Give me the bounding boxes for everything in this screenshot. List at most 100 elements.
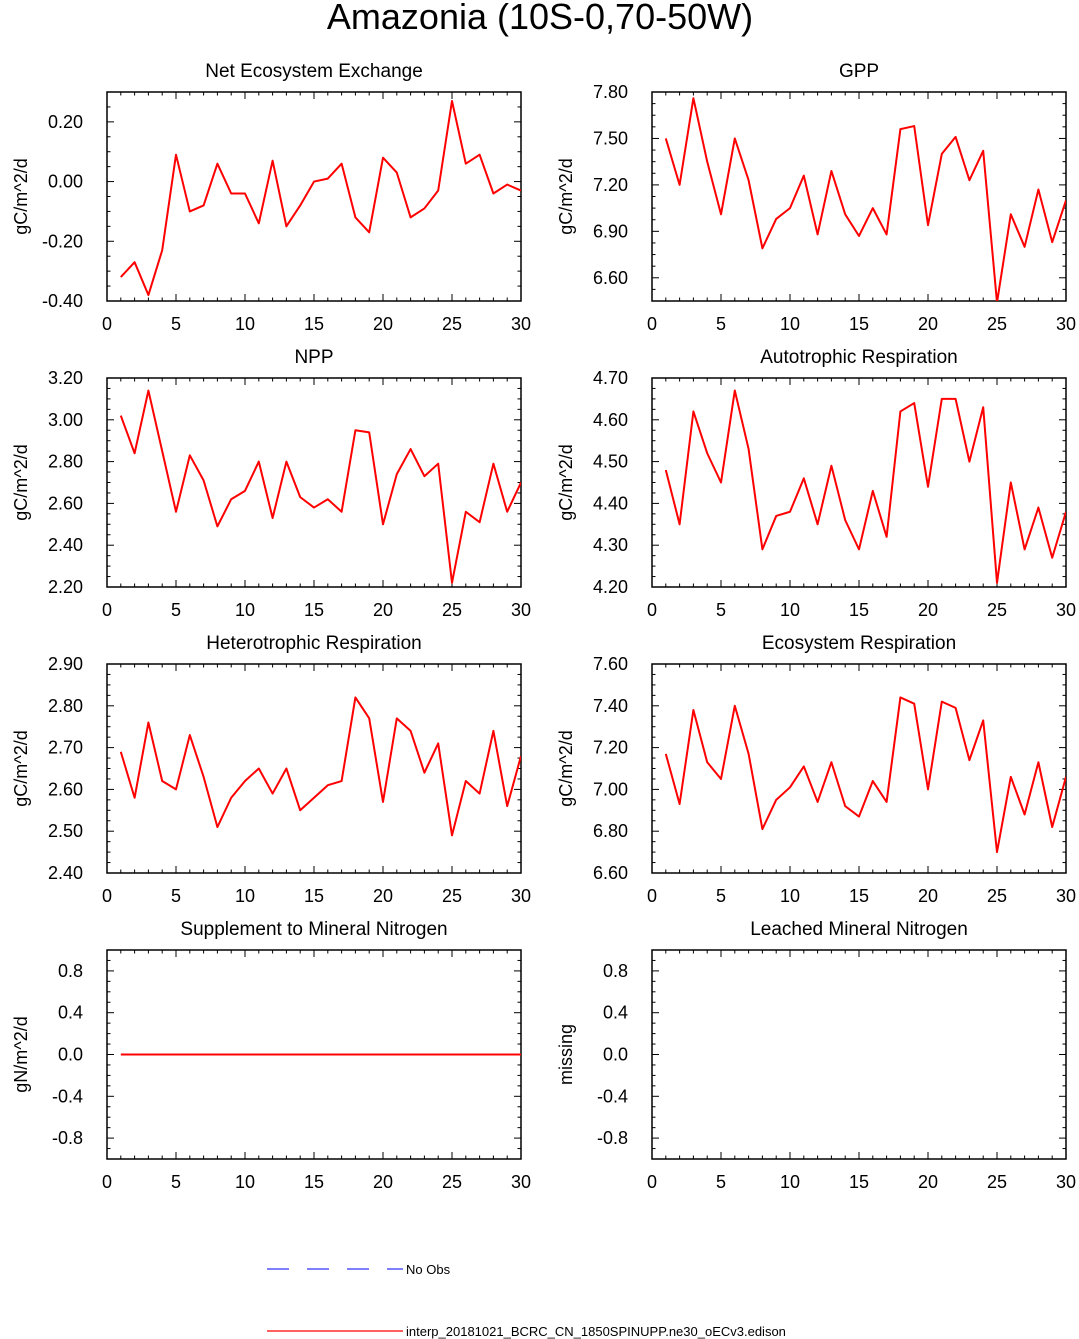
x-tick-label: 15 [849, 886, 869, 906]
y-tick-label: 2.90 [48, 654, 83, 674]
x-tick-label: 10 [235, 886, 255, 906]
x-tick-label: 5 [171, 314, 181, 334]
x-tick-label: 15 [304, 600, 324, 620]
series-line [120, 99, 521, 297]
x-tick-label: 30 [1056, 314, 1076, 334]
y-axis-label: gC/m^2/d [11, 158, 31, 234]
y-axis-label: missing [556, 1024, 576, 1085]
series-line [119, 389, 521, 584]
panel-title: Autotrophic Respiration [760, 347, 958, 368]
y-tick-label: -0.4 [52, 1086, 83, 1106]
y-tick-label: 0.00 [48, 172, 83, 192]
y-tick-label: -0.8 [52, 1128, 83, 1148]
x-tick-label: 25 [442, 314, 462, 334]
x-tick-label: 20 [373, 600, 393, 620]
chart-panel: NPP gC/m^2/d 0 5 10 15 20 25 30 2.20 2.40 2.60 2.80 3… [11, 347, 531, 620]
x-tick-label: 5 [716, 600, 726, 620]
y-axis-label: gN/m^2/d [11, 1016, 31, 1092]
x-tick-label: 20 [373, 1172, 393, 1192]
y-tick-label: 2.80 [48, 452, 83, 472]
x-tick-label: 30 [511, 600, 531, 620]
x-tick-label: 30 [1056, 1172, 1076, 1192]
y-axis-label: gC/m^2/d [11, 444, 31, 520]
y-axis-label: gC/m^2/d [556, 444, 576, 520]
y-tick-label: 2.60 [48, 779, 83, 799]
y-tick-label: 0.8 [603, 961, 628, 981]
x-tick-label: 15 [304, 1172, 324, 1192]
panel-title: Net Ecosystem Exchange [205, 61, 423, 82]
y-tick-label: 3.00 [48, 410, 83, 430]
y-tick-label: 7.60 [593, 654, 628, 674]
y-tick-label: 7.50 [593, 128, 628, 148]
y-tick-label: 2.70 [48, 738, 83, 758]
x-tick-label: 5 [716, 314, 726, 334]
x-tick-label: 10 [235, 1172, 255, 1192]
x-tick-label: 0 [647, 600, 657, 620]
x-tick-label: 0 [647, 314, 657, 334]
x-tick-label: 30 [511, 314, 531, 334]
x-tick-label: 10 [780, 600, 800, 620]
y-tick-label: 2.40 [48, 863, 83, 883]
y-tick-label: 0.4 [603, 1003, 628, 1023]
legend: No Obs interp_20181021_BCRC_CN_1850SPINU… [267, 1262, 786, 1339]
panel-title: NPP [294, 347, 333, 368]
y-tick-label: 7.80 [593, 82, 628, 102]
y-tick-label: -0.20 [42, 231, 83, 251]
x-tick-label: 5 [716, 886, 726, 906]
plot-frame [651, 91, 1067, 302]
y-tick-label: 2.60 [48, 493, 83, 513]
y-tick-label: 7.40 [593, 696, 628, 716]
panel-title: Leached Mineral Nitrogen [750, 919, 968, 940]
y-tick-label: 4.50 [593, 452, 628, 472]
y-tick-label: 4.30 [593, 535, 628, 555]
y-axis-label: gC/m^2/d [556, 730, 576, 806]
y-tick-label: 4.70 [593, 368, 628, 388]
y-tick-label: 0.0 [603, 1045, 628, 1065]
x-tick-label: 0 [102, 1172, 112, 1192]
x-tick-label: 25 [987, 1172, 1007, 1192]
x-tick-label: 25 [442, 1172, 462, 1192]
x-tick-label: 15 [849, 600, 869, 620]
x-tick-label: 10 [235, 600, 255, 620]
chart-panel: Heterotrophic Respiration gC/m^2/d 0 5 10 15 2… [11, 633, 531, 906]
y-tick-label: 4.60 [593, 410, 628, 430]
y-tick-label: 2.20 [48, 577, 83, 597]
series-line [664, 97, 1066, 301]
y-tick-label: 4.20 [593, 577, 628, 597]
plot-frame [651, 663, 1067, 874]
x-tick-label: 5 [171, 886, 181, 906]
y-tick-label: -0.4 [597, 1086, 628, 1106]
y-tick-label: 0.0 [58, 1045, 83, 1065]
x-tick-label: 0 [102, 314, 112, 334]
x-tick-label: 25 [442, 600, 462, 620]
x-tick-label: 25 [442, 886, 462, 906]
x-tick-label: 10 [780, 314, 800, 334]
panel-title: Supplement to Mineral Nitrogen [180, 919, 447, 940]
x-tick-label: 20 [918, 1172, 938, 1192]
x-tick-label: 30 [1056, 600, 1076, 620]
plot-frame [651, 949, 1067, 1160]
panel-title: GPP [839, 61, 879, 82]
x-tick-label: 0 [102, 600, 112, 620]
x-tick-label: 10 [780, 1172, 800, 1192]
chart-panel: Supplement to Mineral Nitrogen gN/m^2/d 0 5… [11, 919, 531, 1192]
y-tick-label: 6.90 [593, 221, 628, 241]
chart-panel: Autotrophic Respiration gC/m^2/d 0 5 10 15 20 2… [556, 347, 1076, 620]
x-tick-label: 5 [716, 1172, 726, 1192]
legend-model-label: interp_20181021_BCRC_CN_1850SPINUPP.ne30… [406, 1324, 786, 1339]
x-tick-label: 25 [987, 886, 1007, 906]
x-tick-label: 0 [102, 886, 112, 906]
y-axis-label: gC/m^2/d [11, 730, 31, 806]
x-tick-label: 20 [918, 886, 938, 906]
x-tick-label: 20 [918, 600, 938, 620]
y-tick-label: 0.4 [58, 1003, 83, 1023]
series-line [664, 696, 1066, 854]
y-tick-label: 7.20 [593, 738, 628, 758]
x-tick-label: 10 [780, 886, 800, 906]
chart-panel: Net Ecosystem Exchange gC/m^2/d 0 5 10 15 20 25… [11, 61, 531, 334]
figure-title: Amazonia (10S-0,70-50W) [327, 0, 753, 37]
series-line [119, 696, 521, 837]
x-tick-label: 20 [373, 314, 393, 334]
x-tick-label: 30 [511, 886, 531, 906]
